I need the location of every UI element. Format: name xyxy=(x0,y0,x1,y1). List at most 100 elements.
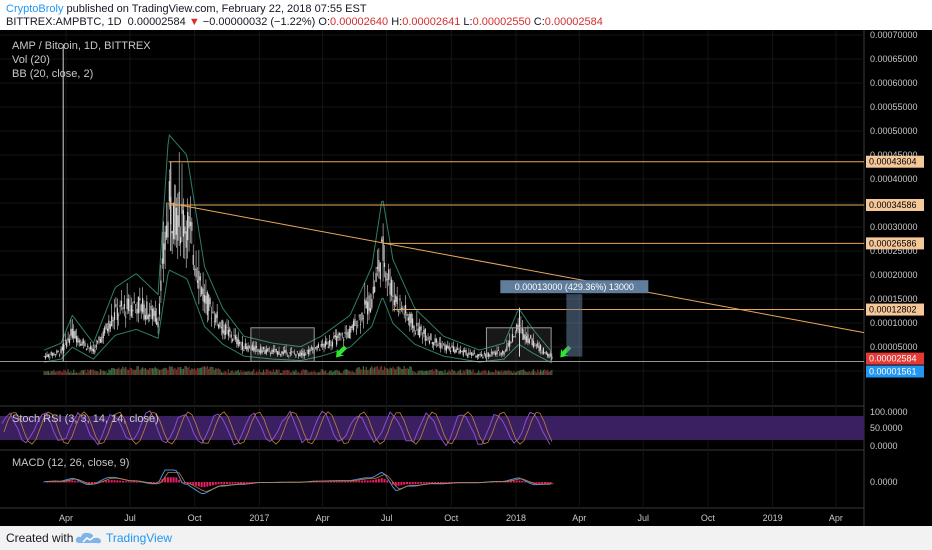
candle-body xyxy=(458,351,460,354)
candle-body xyxy=(480,354,483,357)
macd-histogram-bar xyxy=(318,481,321,483)
macd-tick-label: 0.0000 xyxy=(870,477,898,487)
volume-bar xyxy=(452,370,455,375)
volume-bar xyxy=(144,367,147,375)
candle-body xyxy=(520,325,522,327)
candle-body xyxy=(255,346,258,348)
x-tick-label: Jul xyxy=(381,513,393,523)
macd-histogram-bar xyxy=(363,480,366,483)
macd-histogram-bar xyxy=(310,481,313,483)
candle-body xyxy=(196,280,199,283)
volume-bar xyxy=(544,369,546,375)
candle-body xyxy=(300,352,303,356)
candle-body xyxy=(437,344,439,347)
candle-body xyxy=(431,342,433,344)
volume-bar xyxy=(527,372,529,375)
volume-bar xyxy=(471,371,473,375)
volume-bar xyxy=(517,370,519,375)
volume-bar xyxy=(116,368,118,375)
candle-body xyxy=(295,354,297,357)
candle-body xyxy=(185,231,187,248)
candle-body xyxy=(352,320,355,330)
candle-body xyxy=(251,344,253,351)
macd-histogram-bar xyxy=(231,482,234,484)
candle-body xyxy=(194,269,196,271)
candle-body xyxy=(43,356,45,357)
tradingview-cloud-icon[interactable] xyxy=(74,530,104,546)
chart-area[interactable]: 0.00070000 0.00065000 0.00060000 0.00055000… xyxy=(0,30,932,526)
chart-canvas[interactable]: 0.00070000 0.00065000 0.00060000 0.00055000… xyxy=(0,30,932,526)
volume-bar xyxy=(66,372,68,375)
candle-body xyxy=(223,330,225,335)
candle-body xyxy=(469,353,471,355)
macd-histogram-bar xyxy=(375,479,378,483)
x-tick-label: Apr xyxy=(829,513,843,523)
tradingview-brand[interactable]: TradingView xyxy=(106,531,173,545)
volume-bar xyxy=(108,369,110,375)
volume-bar xyxy=(177,367,179,375)
volume-bar xyxy=(382,369,384,375)
candle-body xyxy=(253,346,255,351)
candle-body xyxy=(64,340,66,341)
candle-body xyxy=(120,300,123,307)
candle-body xyxy=(454,349,456,354)
candle-body xyxy=(361,312,363,321)
candle-body xyxy=(63,344,65,351)
candle-body xyxy=(447,345,449,349)
macd-histogram-bar xyxy=(417,482,420,484)
volume-bar xyxy=(269,370,272,375)
volume-bar xyxy=(388,369,390,375)
macd-histogram-bar xyxy=(538,482,541,484)
volume-bar xyxy=(497,371,500,375)
candle-body xyxy=(476,355,478,358)
macd-histogram-bar xyxy=(60,481,63,483)
candle-body xyxy=(136,308,138,314)
candle-body xyxy=(521,327,523,334)
volume-bar xyxy=(462,370,464,375)
volume-bar xyxy=(468,370,470,375)
macd-histogram-bar xyxy=(439,482,442,484)
volume-bar xyxy=(417,370,419,375)
candle-body xyxy=(268,348,270,350)
volume-bar xyxy=(513,371,515,375)
volume-bar xyxy=(84,369,86,375)
volume-bar xyxy=(115,369,117,375)
volume-bar xyxy=(187,367,189,375)
y-tick-label: 0.00030000 xyxy=(870,222,918,232)
macd-histogram-bar xyxy=(335,481,338,483)
volume-bar xyxy=(174,367,176,375)
volume-bar xyxy=(120,368,123,375)
volume-bar xyxy=(376,366,379,375)
volume-bar xyxy=(358,367,360,375)
volume-bar xyxy=(247,370,249,375)
macd-histogram-bar xyxy=(234,482,237,484)
volume-bar xyxy=(130,368,132,375)
volume-bar xyxy=(87,369,89,375)
candle-body xyxy=(427,337,429,340)
volume-bar xyxy=(46,371,48,375)
candle-body xyxy=(341,332,343,334)
volume-bar xyxy=(146,369,148,375)
candle-body xyxy=(485,353,487,358)
volume-bar xyxy=(524,371,526,375)
volume-bar xyxy=(220,372,222,375)
volume-bar xyxy=(101,370,103,375)
volume-bar xyxy=(233,372,235,375)
author-link[interactable]: CryptoBroly xyxy=(6,3,64,15)
volume-bar xyxy=(389,367,391,375)
candle-body xyxy=(116,307,118,320)
candle-body xyxy=(54,354,57,355)
stoch-tick-label: 0.0000 xyxy=(870,441,898,451)
volume-bar xyxy=(85,372,87,375)
volume-bar xyxy=(510,371,512,375)
candle-body xyxy=(73,331,75,339)
macd-histogram-bar xyxy=(521,480,524,483)
volume-bar xyxy=(260,372,262,375)
candle-body xyxy=(345,333,348,335)
volume-bar xyxy=(281,372,283,375)
candle-body xyxy=(184,226,186,234)
low-label: L: xyxy=(463,16,473,28)
volume-bar xyxy=(208,368,210,375)
volume-bar xyxy=(268,371,270,375)
volume-bar xyxy=(306,370,308,375)
